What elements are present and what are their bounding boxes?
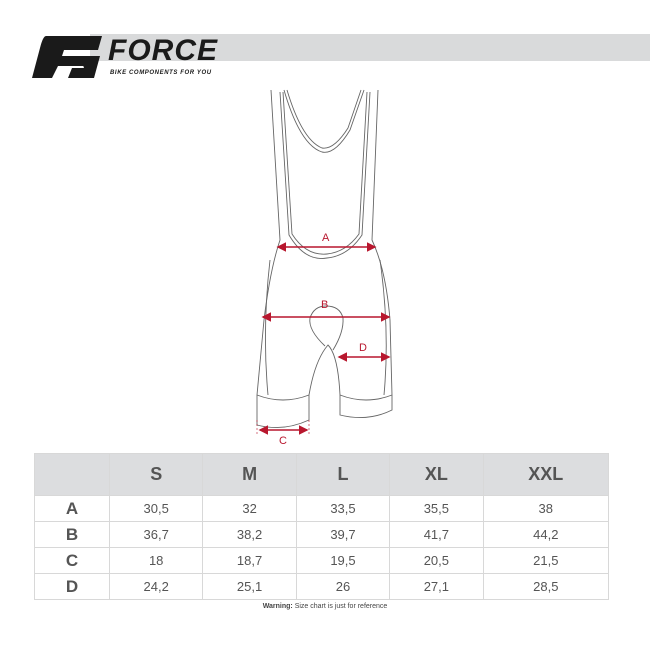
table-cell: 41,7 bbox=[389, 521, 484, 548]
table-row: A 30,5 32 33,5 35,5 38 bbox=[34, 495, 610, 522]
header-cell: L bbox=[295, 453, 391, 496]
table-cell: 44,2 bbox=[482, 521, 610, 548]
brand-name: FORCE bbox=[108, 34, 218, 67]
table-cell: 19,5 bbox=[295, 547, 391, 574]
header-cell: M bbox=[202, 453, 297, 496]
table-cell: 38 bbox=[482, 495, 610, 522]
table-row: D 24,2 25,1 26 27,1 28,5 bbox=[34, 573, 610, 600]
table-cell: 32 bbox=[202, 495, 297, 522]
table-cell: 18 bbox=[108, 547, 204, 574]
label-d: D bbox=[359, 342, 367, 354]
table-cell: 39,7 bbox=[295, 521, 391, 548]
header-cell: XXL bbox=[482, 453, 610, 496]
header-cell: XL bbox=[389, 453, 484, 496]
table-cell: 24,2 bbox=[108, 573, 204, 600]
table-cell: 25,1 bbox=[202, 573, 297, 600]
table-cell: 38,2 bbox=[202, 521, 297, 548]
label-b: B bbox=[321, 299, 328, 311]
row-label: B bbox=[34, 521, 110, 548]
garment-outline bbox=[256, 89, 393, 429]
table-row: C 18 18,7 19,5 20,5 21,5 bbox=[34, 547, 610, 574]
table-cell: 33,5 bbox=[295, 495, 391, 522]
header-cell: S bbox=[108, 453, 204, 496]
warning-note: Warning: Size chart is just for referenc… bbox=[0, 602, 650, 611]
size-table: S M L XL XXL A 30,5 32 33,5 35,5 38 B 36,7 38,2… bbox=[34, 453, 610, 600]
table-cell: 26 bbox=[295, 573, 391, 600]
brand-tagline: BIKE COMPONENTS FOR YOU bbox=[110, 70, 212, 76]
label-a: A bbox=[322, 232, 330, 244]
table-cell: 20,5 bbox=[389, 547, 484, 574]
warning-text: Size chart is just for reference bbox=[292, 603, 388, 610]
force-logo-icon bbox=[32, 36, 102, 78]
header-cell bbox=[34, 453, 110, 496]
row-label: D bbox=[34, 573, 110, 600]
table-cell: 21,5 bbox=[482, 547, 610, 574]
row-label: A bbox=[34, 495, 110, 522]
warning-label: Warning: bbox=[262, 603, 293, 610]
table-cell: 27,1 bbox=[389, 573, 484, 600]
table-cell: 36,7 bbox=[108, 521, 204, 548]
label-c: C bbox=[279, 435, 287, 447]
row-label: C bbox=[34, 547, 110, 574]
table-cell: 30,5 bbox=[108, 495, 204, 522]
table-row: B 36,7 38,2 39,7 41,7 44,2 bbox=[34, 521, 610, 548]
table-header-row: S M L XL XXL bbox=[34, 453, 610, 496]
table-cell: 35,5 bbox=[389, 495, 484, 522]
header-banner bbox=[90, 34, 650, 61]
table-cell: 18,7 bbox=[202, 547, 297, 574]
table-cell: 28,5 bbox=[482, 573, 610, 600]
